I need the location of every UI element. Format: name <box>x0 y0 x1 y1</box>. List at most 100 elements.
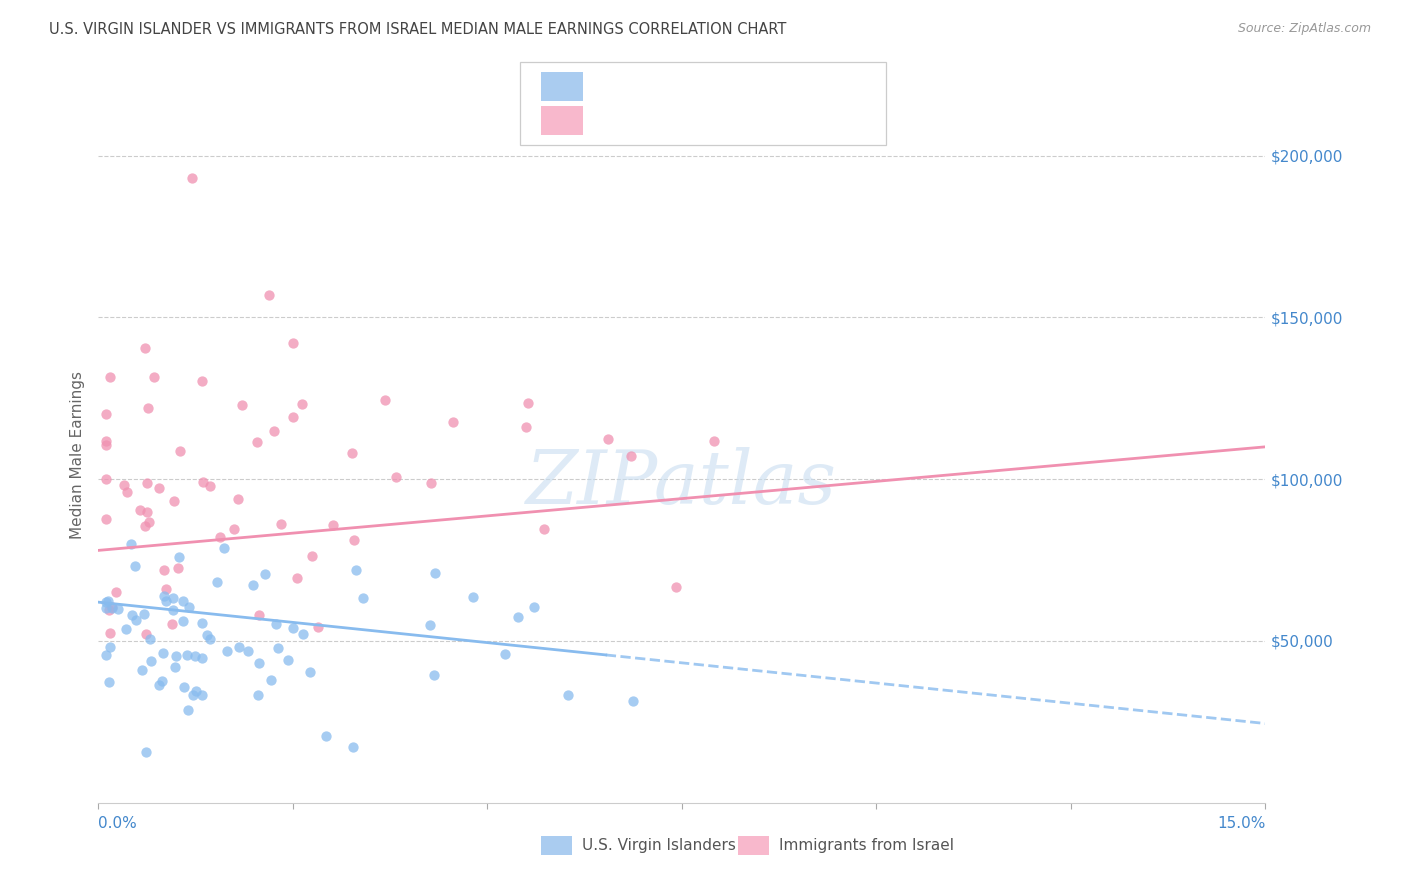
Point <box>96 407 118 421</box>
Point <box>212 541 235 555</box>
Text: 0.0%: 0.0% <box>98 816 138 831</box>
Text: 0.146: 0.146 <box>640 113 690 128</box>
Point <box>155 582 177 597</box>
Point <box>246 434 269 449</box>
Point <box>97 603 120 617</box>
Point <box>228 640 250 654</box>
Y-axis label: Median Male Earnings: Median Male Earnings <box>69 371 84 539</box>
Point <box>198 632 221 646</box>
Point <box>115 622 138 636</box>
Point <box>516 396 538 410</box>
Point <box>193 475 215 490</box>
Text: R =: R = <box>598 113 633 128</box>
Point <box>441 415 464 429</box>
Point <box>191 375 214 389</box>
Point <box>254 567 277 582</box>
Point <box>703 434 725 449</box>
Point <box>420 475 443 490</box>
Point <box>96 600 118 615</box>
Point <box>155 594 177 608</box>
Point <box>533 523 555 537</box>
Point <box>131 663 153 677</box>
Point <box>292 627 315 641</box>
Point <box>148 481 170 495</box>
Point <box>665 580 688 594</box>
Point <box>184 684 207 698</box>
Point <box>120 537 142 551</box>
Point <box>257 288 280 302</box>
Text: U.S. Virgin Islanders: U.S. Virgin Islanders <box>582 838 735 853</box>
Point <box>207 574 229 589</box>
Point <box>494 648 516 662</box>
Point <box>180 171 202 186</box>
Point <box>621 694 644 708</box>
Point <box>167 549 190 564</box>
Point <box>315 729 337 743</box>
Point <box>152 589 174 603</box>
Point <box>162 603 184 617</box>
Point <box>247 656 270 670</box>
Point <box>138 515 160 529</box>
Text: N =: N = <box>717 113 763 128</box>
Point <box>165 660 187 674</box>
Point <box>267 640 290 655</box>
Point <box>129 503 152 517</box>
Point <box>97 594 120 608</box>
Point <box>115 485 138 500</box>
Point <box>266 616 288 631</box>
Point <box>96 595 118 609</box>
Point <box>247 607 270 622</box>
Point <box>124 558 146 573</box>
Point <box>344 563 367 577</box>
Point <box>191 616 214 631</box>
Point <box>165 649 187 664</box>
Point <box>463 590 485 604</box>
Point <box>132 607 155 621</box>
Point <box>107 602 129 616</box>
Point <box>138 401 160 416</box>
Point <box>226 492 249 507</box>
Point <box>224 522 246 536</box>
Point <box>231 399 253 413</box>
Point <box>141 654 163 668</box>
Point <box>139 632 162 647</box>
Point <box>98 626 121 640</box>
Point <box>98 640 121 655</box>
Text: ZIPatlas: ZIPatlas <box>526 447 838 519</box>
Point <box>557 688 579 702</box>
Point <box>135 476 157 491</box>
Text: 71: 71 <box>766 79 786 94</box>
Point <box>508 610 530 624</box>
Point <box>136 505 159 519</box>
Point <box>169 443 191 458</box>
Point <box>153 563 176 577</box>
Point <box>238 643 260 657</box>
Point <box>260 673 283 687</box>
Point <box>142 370 165 384</box>
Point <box>385 469 408 483</box>
Point <box>191 688 214 702</box>
Point <box>291 397 314 411</box>
Point <box>301 549 323 564</box>
Point <box>152 646 174 660</box>
Point <box>299 665 322 679</box>
Point <box>620 450 643 464</box>
Point <box>150 674 173 689</box>
Point <box>177 704 200 718</box>
Point <box>112 478 135 492</box>
Point <box>96 648 118 662</box>
Point <box>105 585 128 599</box>
Point <box>419 618 441 632</box>
Point <box>167 561 190 575</box>
Point <box>172 594 194 608</box>
Point <box>283 410 305 425</box>
Text: Source: ZipAtlas.com: Source: ZipAtlas.com <box>1237 22 1371 36</box>
Point <box>423 566 446 581</box>
Point <box>209 530 232 544</box>
Point <box>374 392 396 407</box>
Point <box>352 591 374 605</box>
Point <box>134 519 156 533</box>
Point <box>322 517 344 532</box>
Point <box>515 420 537 434</box>
Point <box>342 739 364 754</box>
